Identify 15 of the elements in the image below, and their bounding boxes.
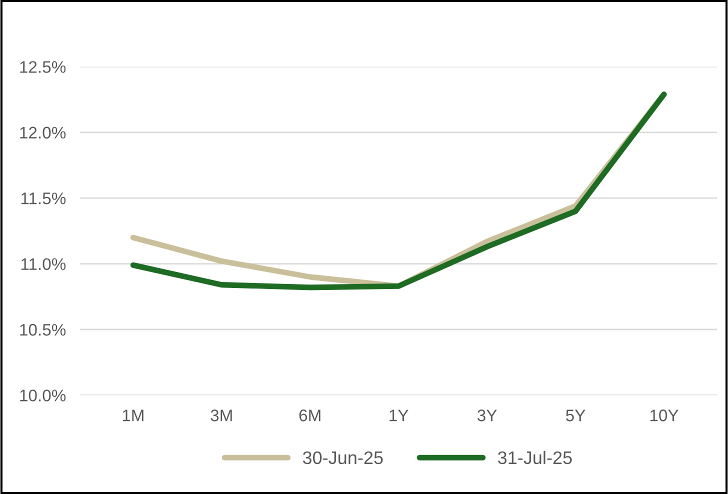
x-tick-label: 5Y [566,410,586,422]
x-tick-label: 1M [122,410,144,422]
y-tick-label: 12.0% [20,126,66,139]
y-tick-label: 10.5% [20,324,66,336]
x-tick-label: 10Y [650,410,678,422]
y-tick-label: 12.5% [20,61,66,73]
x-tick-label: 3M [210,410,232,422]
y-tick-label: 11.5% [21,192,66,204]
x-tick-label: 3Y [477,410,497,422]
legend-label: 30-Jun-25 [302,451,383,464]
legend-label: 31-Jul-25 [498,450,572,464]
x-tick-label: 1Y [390,410,408,422]
y-tick-label: 11.0% [21,258,66,270]
y-tick-label: 10.0% [20,390,66,402]
x-tick-label: 6M [299,410,320,422]
